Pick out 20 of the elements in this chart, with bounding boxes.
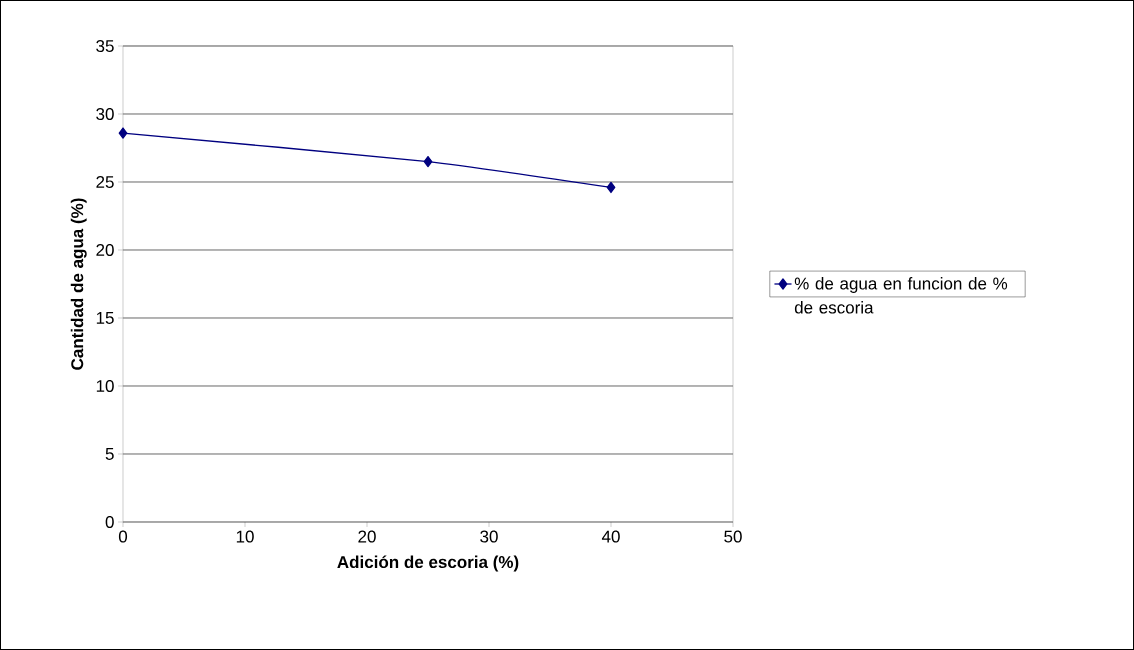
y-tick-label: 10 — [96, 379, 114, 393]
x-tick-label: 50 — [724, 530, 742, 543]
x-tick-label: 40 — [601, 530, 620, 543]
y-tick-label: 15 — [96, 312, 114, 324]
y-tick-label: 5 — [105, 448, 114, 460]
y-tick-label: 35 — [96, 39, 114, 53]
point — [118, 127, 128, 139]
y-tick-label: 25 — [96, 175, 114, 189]
x-tick-label: 20 — [358, 530, 376, 543]
x-tick-label: 30 — [480, 530, 498, 543]
point — [606, 181, 616, 194]
legend-label: % de agua en funcion de % de escoria — [794, 277, 1008, 314]
y-tick-label: 0 — [105, 515, 114, 529]
x-axis-title: Adición de escoria (%) — [337, 555, 519, 572]
y-tick-label: 20 — [96, 243, 114, 257]
x-tick-label: 0 — [118, 530, 128, 543]
y-tick-label: 30 — [96, 107, 114, 121]
y-axis-title: Cantidad de agua (%) — [70, 198, 87, 370]
x-tick-label: 10 — [236, 530, 254, 543]
point — [423, 155, 433, 168]
